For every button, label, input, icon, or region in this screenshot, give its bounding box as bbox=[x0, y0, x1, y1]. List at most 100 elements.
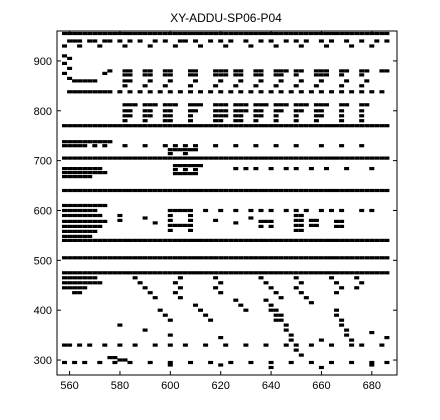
heatmap-cell bbox=[243, 39, 249, 43]
heatmap-cell bbox=[278, 318, 284, 322]
heatmap-cell bbox=[137, 124, 143, 128]
heatmap-cell bbox=[339, 90, 345, 94]
heatmap-cell bbox=[72, 224, 78, 228]
heatmap-cell bbox=[258, 73, 264, 77]
heatmap-cell bbox=[62, 156, 67, 160]
heatmap-cell bbox=[147, 360, 153, 365]
heatmap-cell bbox=[132, 188, 138, 193]
heatmap-cell bbox=[162, 156, 168, 160]
heatmap-cell bbox=[359, 188, 365, 193]
heatmap-cell bbox=[233, 114, 239, 118]
heatmap-cell bbox=[268, 208, 274, 213]
heatmap-cell bbox=[379, 271, 385, 275]
heatmap-cell bbox=[213, 31, 219, 36]
heatmap-cell bbox=[218, 291, 224, 295]
heatmap-cell bbox=[162, 256, 168, 260]
heatmap-cell bbox=[288, 156, 294, 160]
y-tick-label: 700 bbox=[34, 156, 52, 168]
heatmap-cell bbox=[77, 39, 83, 43]
heatmap-cell bbox=[97, 171, 103, 175]
heatmap-cell bbox=[182, 208, 188, 213]
heatmap-cell bbox=[72, 291, 78, 295]
heatmap-cell bbox=[142, 238, 148, 242]
heatmap-cell bbox=[92, 39, 98, 43]
heatmap-cell bbox=[293, 188, 299, 193]
heatmap-cell bbox=[278, 103, 284, 107]
heatmap-cell bbox=[92, 224, 98, 228]
heatmap-cell bbox=[203, 256, 209, 260]
heatmap-cell bbox=[318, 109, 324, 113]
heatmap-cell bbox=[268, 286, 274, 290]
heatmap-cell bbox=[142, 156, 148, 160]
heatmap-cell bbox=[278, 69, 284, 73]
heatmap-cell bbox=[188, 172, 193, 176]
heatmap-cell bbox=[288, 31, 294, 36]
heatmap-cell bbox=[228, 188, 234, 193]
heatmap-cell bbox=[233, 167, 239, 171]
heatmap-cell bbox=[369, 44, 375, 48]
heatmap-cell bbox=[72, 360, 78, 365]
heatmap-cell bbox=[288, 256, 294, 260]
heatmap-cell bbox=[293, 69, 299, 73]
heatmap-cell bbox=[188, 271, 193, 275]
heatmap-cell bbox=[137, 31, 143, 36]
heatmap-cell bbox=[318, 90, 324, 94]
heatmap-cell bbox=[177, 286, 183, 290]
heatmap-cell bbox=[359, 256, 365, 260]
heatmap-cell bbox=[198, 164, 203, 168]
heatmap-cell bbox=[308, 31, 314, 36]
heatmap-cell bbox=[258, 256, 264, 260]
heatmap-cell bbox=[67, 124, 73, 128]
heatmap-cell bbox=[238, 303, 244, 307]
heatmap-cell bbox=[127, 114, 133, 118]
heatmap-cell bbox=[62, 256, 67, 260]
heatmap-cell bbox=[62, 61, 67, 65]
heatmap-cell bbox=[167, 343, 173, 347]
heatmap-cell bbox=[293, 218, 299, 222]
heatmap-cell bbox=[243, 256, 249, 260]
heatmap-cell bbox=[273, 119, 279, 123]
heatmap-cell bbox=[157, 124, 163, 128]
heatmap-cell bbox=[248, 360, 254, 365]
heatmap-cell bbox=[238, 79, 244, 83]
heatmap-cell bbox=[147, 271, 153, 275]
heatmap-cell bbox=[349, 338, 355, 342]
heatmap-cell bbox=[102, 238, 108, 242]
heatmap-cell bbox=[122, 31, 128, 36]
heatmap-cell bbox=[162, 114, 168, 118]
heatmap-cell bbox=[87, 171, 93, 175]
heatmap-cell bbox=[238, 271, 244, 275]
heatmap-cell bbox=[127, 124, 133, 128]
heatmap-cell bbox=[334, 219, 339, 223]
heatmap-cell bbox=[228, 156, 234, 160]
heatmap-cell bbox=[67, 271, 73, 275]
heatmap-cell bbox=[208, 360, 214, 365]
heatmap-cell bbox=[162, 103, 168, 107]
heatmap-cell bbox=[198, 238, 203, 242]
heatmap-cell bbox=[213, 114, 219, 118]
heatmap-cell bbox=[92, 156, 98, 160]
heatmap-cell bbox=[364, 271, 370, 275]
heatmap-cell bbox=[344, 69, 350, 73]
heatmap-cell bbox=[62, 175, 67, 179]
heatmap-cell bbox=[193, 103, 198, 107]
heatmap-cell bbox=[268, 90, 274, 94]
heatmap-cell bbox=[167, 69, 173, 73]
heatmap-cell bbox=[193, 109, 198, 113]
heatmap-cell bbox=[167, 271, 173, 275]
heatmap-cell bbox=[92, 271, 98, 275]
heatmap-cell bbox=[82, 276, 88, 280]
heatmap-cell bbox=[87, 124, 93, 128]
heatmap-cell bbox=[379, 256, 385, 260]
heatmap-cell bbox=[147, 124, 153, 128]
heatmap-cell bbox=[258, 276, 264, 280]
heatmap-cell bbox=[253, 124, 259, 128]
heatmap-cell bbox=[379, 238, 385, 242]
heatmap-cell bbox=[167, 363, 173, 367]
heatmap-cell bbox=[374, 271, 380, 275]
heatmap-cell bbox=[273, 44, 279, 48]
y-tick-label: 400 bbox=[34, 305, 52, 317]
heatmap-cell bbox=[339, 208, 345, 213]
heatmap-cell bbox=[82, 224, 88, 228]
heatmap-cell bbox=[218, 156, 224, 160]
